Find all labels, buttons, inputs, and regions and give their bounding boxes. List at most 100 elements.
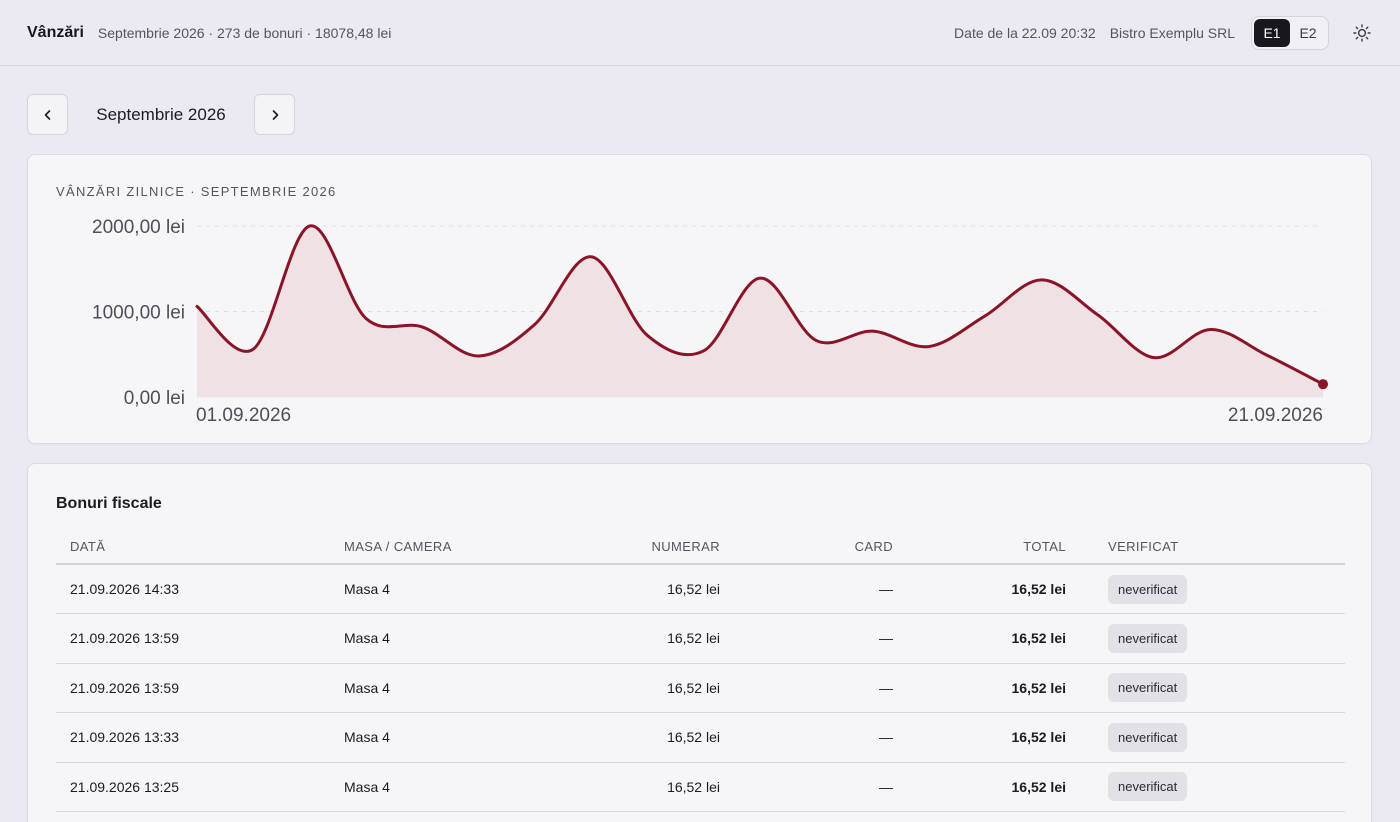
- cell-total: 16,52 lei: [921, 663, 1094, 713]
- status-badge[interactable]: neverificat: [1108, 574, 1188, 604]
- data-point[interactable]: [249, 345, 257, 353]
- column-header-verified[interactable]: VERIFICAT: [1094, 530, 1345, 565]
- previous-month-button[interactable]: [27, 94, 68, 135]
- data-point[interactable]: [587, 253, 595, 261]
- cell-cash: 16,52 lei: [552, 564, 748, 614]
- segment-e1-button[interactable]: E1: [1254, 18, 1290, 47]
- cell-cash: [552, 811, 748, 822]
- cell-verified: neverificat: [1094, 762, 1345, 812]
- status-badge[interactable]: neverificat: [1108, 623, 1188, 653]
- series-area: [197, 225, 1323, 397]
- cell-date: 21.09.2026 13:59: [56, 663, 330, 713]
- cell-card: —: [748, 663, 921, 713]
- table-row[interactable]: 21.09.2026 13:25 Masa 4 16,52 lei —16,52 le…: [56, 762, 1345, 812]
- y-tick-label: 1000,00 lei: [92, 303, 185, 324]
- x-tick-label: 21.09.2026: [1228, 405, 1323, 426]
- cell-verified: [1094, 811, 1345, 822]
- data-point[interactable]: [193, 302, 201, 310]
- data-point[interactable]: [643, 331, 651, 339]
- cell-verified: neverificat: [1094, 564, 1345, 614]
- data-point[interactable]: [475, 352, 483, 360]
- cell-total: 16,52 lei: [921, 613, 1094, 664]
- company-name: Bistro Exemplu SRL: [1109, 24, 1235, 41]
- cell-total: 16,52 lei: [921, 564, 1094, 614]
- cell-date: [56, 811, 330, 822]
- data-point[interactable]: [1206, 325, 1214, 333]
- daily-sales-chart: 0,00 lei 1000,00 lei 2000,00 lei 01.09.2026…: [92, 217, 1328, 426]
- cell-table: Masa 4: [330, 762, 552, 812]
- status-badge[interactable]: neverificat: [1108, 673, 1188, 703]
- cell-table: Masa 4: [330, 712, 552, 763]
- table-header-row: DATĂ MASA / CAMERA NUMERAR CARD TOTAL VE…: [56, 530, 1345, 565]
- cell-verified: neverificat: [1094, 712, 1345, 763]
- theme-toggle-button[interactable]: [1351, 22, 1373, 44]
- x-tick-label: 01.09.2026: [196, 405, 291, 426]
- cell-cash: 16,52 lei: [552, 613, 748, 664]
- page-title: Vânzări: [27, 23, 84, 41]
- status-badge[interactable]: neverificat: [1108, 722, 1188, 752]
- chevron-right-icon: [272, 109, 278, 120]
- cell-table: Masa 4: [330, 564, 552, 614]
- table-row[interactable]: [56, 811, 1345, 822]
- top-bar: Vânzări Septembrie 2026 · 273 de bonuri …: [0, 0, 1400, 66]
- column-header-table[interactable]: MASA / CAMERA: [330, 530, 552, 565]
- column-header-card[interactable]: CARD: [748, 530, 921, 565]
- data-point[interactable]: [869, 327, 877, 335]
- data-point[interactable]: [925, 343, 933, 351]
- receipts-table: DATĂ MASA / CAMERA NUMERAR CARD TOTAL VE…: [56, 530, 1345, 822]
- data-point[interactable]: [981, 312, 989, 320]
- cell-cash: 16,52 lei: [552, 663, 748, 713]
- table-row[interactable]: 21.09.2026 14:33 Masa 4 16,52 lei —16,52 le…: [56, 564, 1345, 614]
- data-point[interactable]: [362, 314, 370, 322]
- data-point[interactable]: [418, 323, 426, 331]
- cell-table: [330, 811, 552, 822]
- receipts-table-body: 21.09.2026 14:33 Masa 4 16,52 lei —16,52 le…: [56, 564, 1345, 822]
- column-header-date[interactable]: DATĂ: [56, 530, 330, 565]
- cell-date: 21.09.2026 13:25: [56, 762, 330, 812]
- table-row[interactable]: 21.09.2026 13:59 Masa 4 16,52 lei —16,52 le…: [56, 613, 1345, 664]
- cell-card: —: [748, 712, 921, 763]
- cell-verified: neverificat: [1094, 613, 1345, 664]
- receipts-card: Bonuri fiscale DATĂ MASA / CAMERA NUMERA…: [27, 463, 1372, 822]
- data-point[interactable]: [306, 222, 314, 230]
- data-point[interactable]: [1094, 311, 1102, 319]
- data-point[interactable]: [812, 337, 820, 345]
- cell-cash: 16,52 lei: [552, 762, 748, 812]
- data-point[interactable]: [1038, 276, 1046, 284]
- cell-total: [921, 811, 1094, 822]
- month-navigation: Septembrie 2026: [27, 94, 295, 135]
- data-point[interactable]: [531, 320, 539, 328]
- cell-cash: 16,52 lei: [552, 712, 748, 763]
- cell-total: 16,52 lei: [921, 762, 1094, 812]
- y-tick-label: 0,00 lei: [124, 388, 185, 409]
- segment-e2-button[interactable]: E2: [1299, 24, 1317, 41]
- receipts-title: Bonuri fiscale: [56, 495, 162, 512]
- top-bar-right: Date de la 22.09 20:32 Bistro Exemplu SR…: [954, 15, 1373, 50]
- data-point[interactable]: [1318, 379, 1328, 390]
- data-timestamp: Date de la 22.09 20:32: [954, 24, 1096, 41]
- device-switcher: E1 E2: [1251, 15, 1329, 50]
- cell-date: 21.09.2026 14:33: [56, 564, 330, 614]
- table-row[interactable]: 21.09.2026 13:59 Masa 4 16,52 lei —16,52 le…: [56, 663, 1345, 713]
- chart-title: VÂNZĂRI ZILNICE · SEPTEMBRIE 2026: [56, 184, 337, 199]
- next-month-button[interactable]: [254, 94, 295, 135]
- data-point[interactable]: [1263, 351, 1271, 359]
- data-point[interactable]: [700, 347, 708, 355]
- current-month-label: Septembrie 2026: [96, 104, 226, 124]
- cell-card: —: [748, 564, 921, 614]
- series-line: [195, 224, 1325, 386]
- cell-card: —: [748, 613, 921, 664]
- cell-verified: neverificat: [1094, 663, 1345, 713]
- y-tick-label: 2000,00 lei: [92, 217, 185, 238]
- cell-date: 21.09.2026 13:59: [56, 613, 330, 664]
- data-point[interactable]: [756, 274, 764, 282]
- column-header-total[interactable]: TOTAL: [921, 530, 1094, 565]
- status-badge[interactable]: neverificat: [1108, 772, 1188, 802]
- column-header-cash[interactable]: NUMERAR: [552, 530, 748, 565]
- data-point[interactable]: [1150, 354, 1158, 362]
- daily-sales-chart-card: VÂNZĂRI ZILNICE · SEPTEMBRIE 2026 0,00 l…: [27, 154, 1372, 444]
- cell-date: 21.09.2026 13:33: [56, 712, 330, 763]
- cell-table: Masa 4: [330, 663, 552, 713]
- table-row[interactable]: 21.09.2026 13:33 Masa 4 16,52 lei —16,52 le…: [56, 712, 1345, 763]
- cell-table: Masa 4: [330, 613, 552, 664]
